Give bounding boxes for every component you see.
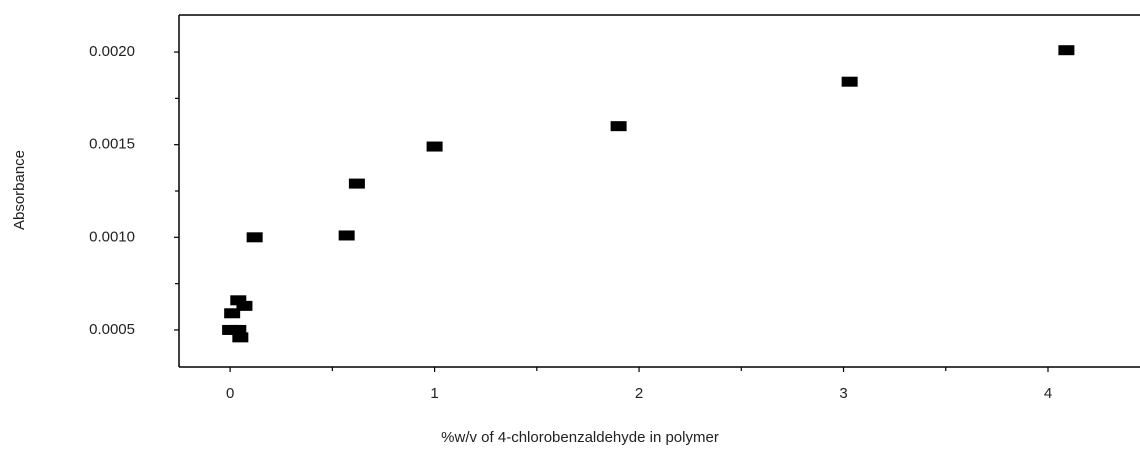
point — [611, 121, 627, 131]
point — [232, 332, 248, 342]
x-tick-label: 0 — [226, 385, 234, 402]
x-tick-label: 3 — [839, 385, 847, 402]
x-axis-label: %w/v of 4-chlorobenzaldehyde in polymer — [441, 429, 719, 446]
x-tick-label: 1 — [430, 385, 438, 402]
point — [1058, 45, 1074, 55]
point — [236, 301, 252, 311]
point — [427, 142, 443, 152]
point — [339, 230, 355, 240]
point — [842, 77, 858, 87]
point — [349, 179, 365, 189]
x-tick-label: 2 — [635, 385, 643, 402]
y-axis-label: Absorbance — [11, 150, 28, 230]
y-tick-label: 0.0015 — [89, 136, 135, 153]
chart: Absorbance %w/v of 4-chlorobenzaldehyde … — [0, 0, 1140, 452]
y-tick-label: 0.0010 — [89, 228, 135, 245]
point — [247, 232, 263, 242]
y-tick-label: 0.0005 — [89, 321, 135, 338]
x-tick-label: 4 — [1044, 385, 1052, 402]
y-tick-label: 0.0020 — [89, 43, 135, 60]
